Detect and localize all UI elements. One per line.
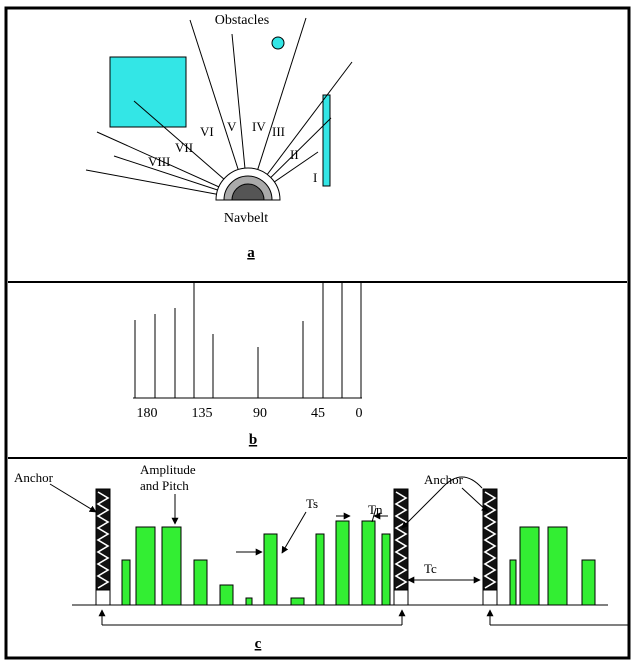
pulse-bar [581, 559, 596, 606]
caption-b: b [249, 432, 257, 448]
pulse-bar [161, 526, 182, 606]
anchor-arc [441, 476, 483, 489]
anchor-block [482, 488, 498, 606]
pulse-bar [315, 533, 325, 606]
panel-b: 180 135 90 45 0 b [133, 282, 363, 448]
navbelt-core [231, 183, 265, 201]
amplitude-label-2: and Pitch [140, 478, 189, 493]
panel-a: Obstacles Navbelt I II III IV V VI VII V… [85, 13, 353, 261]
anchor-block [95, 488, 111, 606]
panel-c: Anchor Amplitude and Pitch Ts Tn Anchor … [14, 462, 628, 652]
sector-label-5: V [227, 119, 237, 134]
round-obstacle [271, 36, 285, 50]
pulse-bar [519, 526, 540, 606]
tick-label-135: 135 [192, 406, 213, 421]
tc-label: Tc [424, 561, 437, 576]
pulse-bar [245, 597, 253, 606]
navbelt-label: Navbelt [224, 211, 268, 226]
sector-label-7: VII [175, 140, 193, 155]
tick-label-45: 45 [311, 406, 325, 421]
sector-label-2: II [290, 147, 299, 162]
tick-label-180: 180 [137, 406, 158, 421]
pulse-bar [135, 526, 156, 606]
caption-a: a [247, 245, 255, 261]
anchor-blocks [95, 488, 498, 606]
anchor-arrow-right-2 [461, 487, 489, 513]
tick-label-90: 90 [253, 406, 267, 421]
sector-label-3: III [272, 124, 285, 139]
pulse-bar [361, 520, 376, 606]
histogram-bars [134, 282, 362, 398]
sector-label-1: I [313, 170, 317, 185]
amplitude-label-1: Amplitude [140, 462, 196, 477]
ts-arrow-right [281, 511, 307, 554]
obstacles-label: Obstacles [215, 13, 269, 28]
pulse-bar [193, 559, 208, 606]
anchor-block [393, 488, 409, 606]
anchor-label-right: Anchor [424, 472, 464, 487]
sector-label-6: VI [200, 124, 214, 139]
pulse-bar [263, 533, 278, 606]
pulse-bar [381, 533, 391, 606]
anchor-arrow-right-1 [401, 487, 443, 529]
wall-obstacle [322, 94, 331, 187]
pulse-bar [219, 584, 234, 606]
pulse-train [121, 520, 596, 606]
tn-tick [371, 507, 377, 523]
sector-label-4: IV [252, 119, 266, 134]
ts-label: Ts [306, 496, 318, 511]
pulse-bar [335, 520, 350, 606]
anchor-label-left: Anchor [14, 470, 54, 485]
pulse-bar [290, 597, 305, 606]
pulse-bar [121, 559, 131, 606]
tick-label-0: 0 [356, 406, 363, 421]
annotation-arrows [49, 476, 628, 626]
pulse-bar [509, 559, 517, 606]
pulse-bar [547, 526, 568, 606]
sector-label-8: VIII [148, 154, 170, 169]
caption-c: c [255, 636, 262, 652]
anchor-arrow-left [49, 483, 97, 513]
square-obstacle [109, 56, 187, 128]
